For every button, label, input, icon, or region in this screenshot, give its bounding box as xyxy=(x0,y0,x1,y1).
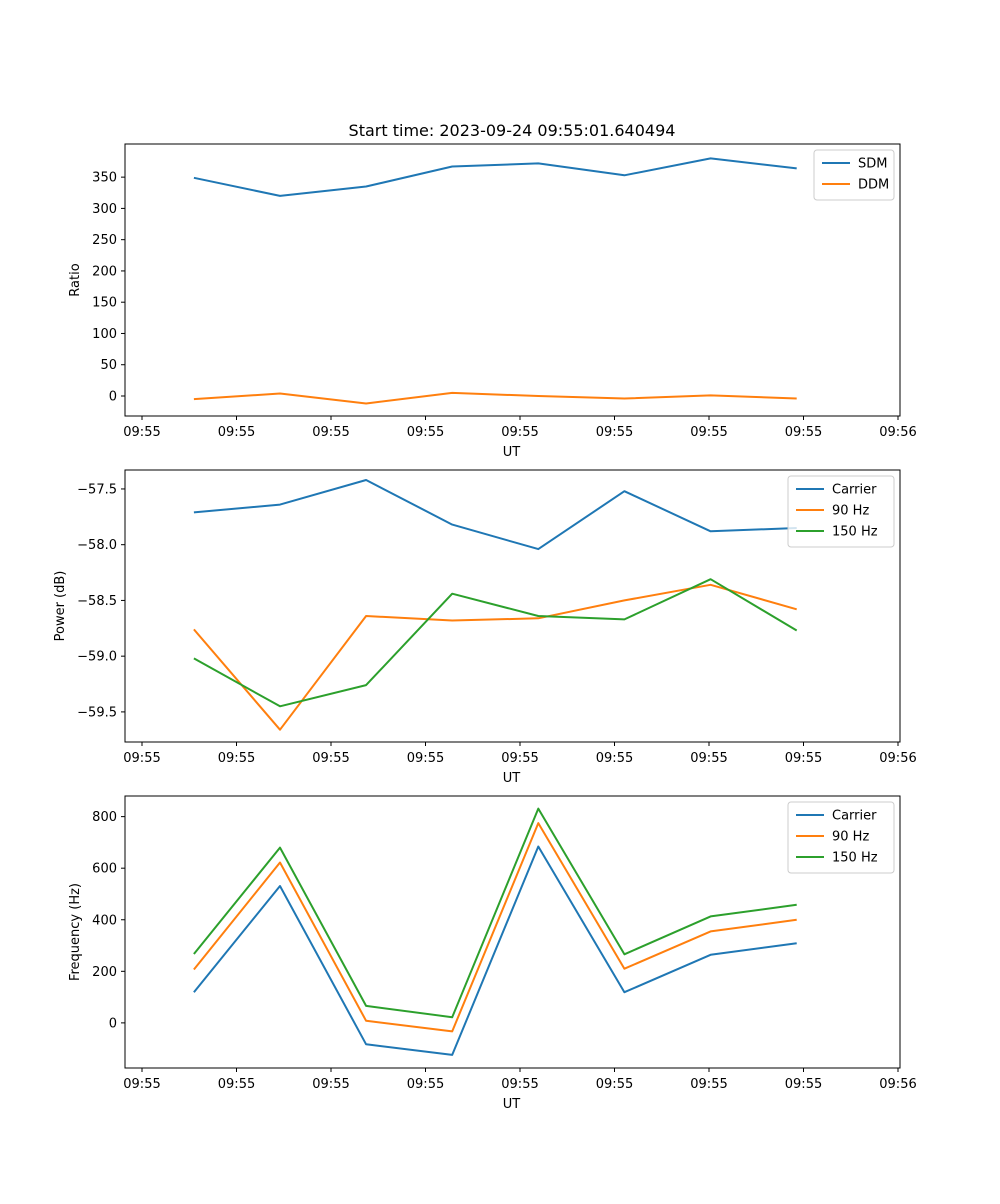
legend-label: Carrier xyxy=(832,809,877,824)
legend-label: Carrier xyxy=(832,483,877,498)
y-axis-label: Ratio xyxy=(68,263,83,296)
y-tick-label: 0 xyxy=(109,389,117,404)
plot-frame xyxy=(124,469,901,743)
y-axis-label: Frequency (Hz) xyxy=(68,883,83,981)
y-tick-label: −58.0 xyxy=(77,538,117,553)
y-tick-label: 200 xyxy=(92,264,117,279)
series-line-ddm xyxy=(193,391,797,405)
legend-box xyxy=(787,801,895,874)
x-tick-label: 09:55 xyxy=(785,1077,822,1092)
x-tick-label: 09:55 xyxy=(123,425,160,440)
legend-label: 90 Hz xyxy=(832,830,869,845)
series-line-sdm xyxy=(193,157,797,197)
plot-frame xyxy=(124,795,901,1069)
figure-title: Start time: 2023-09-24 09:55:01.640494 xyxy=(349,121,676,140)
x-tick-label: 09:55 xyxy=(218,1077,255,1092)
y-tick-label: −59.5 xyxy=(77,705,117,720)
x-tick-label: 09:55 xyxy=(501,425,538,440)
x-axis-label: UT xyxy=(503,445,521,460)
y-tick-label: 600 xyxy=(92,862,117,877)
y-axis-label: Power (dB) xyxy=(53,571,68,642)
x-tick-label: 09:55 xyxy=(596,425,633,440)
x-tick-label: 09:55 xyxy=(501,751,538,766)
x-tick-label: 09:55 xyxy=(407,425,444,440)
y-tick-label: 100 xyxy=(92,327,117,342)
x-tick-label: 09:55 xyxy=(218,425,255,440)
x-tick-label: 09:55 xyxy=(407,1077,444,1092)
x-tick-label: 09:55 xyxy=(596,1077,633,1092)
y-tick-label: −58.5 xyxy=(77,594,117,609)
legend-label: DDM xyxy=(858,178,889,193)
x-tick-label: 09:55 xyxy=(690,425,727,440)
x-tick-label: 09:55 xyxy=(218,751,255,766)
series-line-150-hz xyxy=(193,578,798,708)
chart-panel-2: −59.5 −59.0 −58.5 −58.0 −57.5 09:55 09:55 09:55… xyxy=(53,469,917,786)
x-tick-label: 09:56 xyxy=(879,425,916,440)
legend: Carrier 90 Hz 150 Hz xyxy=(787,801,895,874)
y-tick-label: 800 xyxy=(92,810,117,825)
legend: Carrier 90 Hz 150 Hz xyxy=(787,475,895,548)
legend: SDM DDM xyxy=(813,149,895,201)
x-tick-label: 09:55 xyxy=(312,1077,349,1092)
y-tick-label: 200 xyxy=(92,965,117,980)
y-tick-label: −57.5 xyxy=(77,482,117,497)
x-tick-label: 09:55 xyxy=(312,751,349,766)
x-tick-label: 09:55 xyxy=(407,751,444,766)
legend-label: 150 Hz xyxy=(832,851,878,866)
chart-panel-1: 0 50 100 150 200 250 300 350 09:55 09:55 09:55 09:5… xyxy=(68,143,917,460)
series-line-carrier xyxy=(193,845,797,1056)
series-line-90-hz xyxy=(193,583,797,731)
x-axis-label: UT xyxy=(503,1097,521,1112)
legend-label: SDM xyxy=(858,157,887,172)
y-tick-label: 400 xyxy=(92,913,117,928)
legend-box xyxy=(787,475,895,548)
x-tick-label: 09:55 xyxy=(501,1077,538,1092)
series-line-carrier xyxy=(193,479,797,551)
x-tick-label: 09:55 xyxy=(123,751,160,766)
x-axis-label: UT xyxy=(503,771,521,786)
x-tick-label: 09:55 xyxy=(690,1077,727,1092)
legend-label: 150 Hz xyxy=(832,525,878,540)
series-line-90-hz xyxy=(193,822,797,1033)
y-tick-label: 250 xyxy=(92,233,117,248)
y-tick-label: 50 xyxy=(100,358,117,373)
y-tick-label: 300 xyxy=(92,202,117,217)
x-tick-label: 09:55 xyxy=(785,425,822,440)
chart-panel-3: 0 200 400 600 800 09:55 09:55 09:55 09:55 09:55 09… xyxy=(68,795,917,1112)
x-tick-label: 09:55 xyxy=(123,1077,160,1092)
legend-label: 90 Hz xyxy=(832,504,869,519)
series-line-150-hz xyxy=(193,807,797,1019)
x-tick-label: 09:55 xyxy=(785,751,822,766)
y-tick-label: 350 xyxy=(92,171,117,186)
y-tick-label: 150 xyxy=(92,296,117,311)
x-tick-label: 09:56 xyxy=(879,1077,916,1092)
plot-frame xyxy=(124,143,901,417)
x-tick-label: 09:55 xyxy=(312,425,349,440)
x-tick-label: 09:56 xyxy=(879,751,916,766)
x-tick-label: 09:55 xyxy=(690,751,727,766)
y-tick-label: −59.0 xyxy=(77,650,117,665)
x-tick-label: 09:55 xyxy=(596,751,633,766)
y-tick-label: 0 xyxy=(109,1016,117,1031)
